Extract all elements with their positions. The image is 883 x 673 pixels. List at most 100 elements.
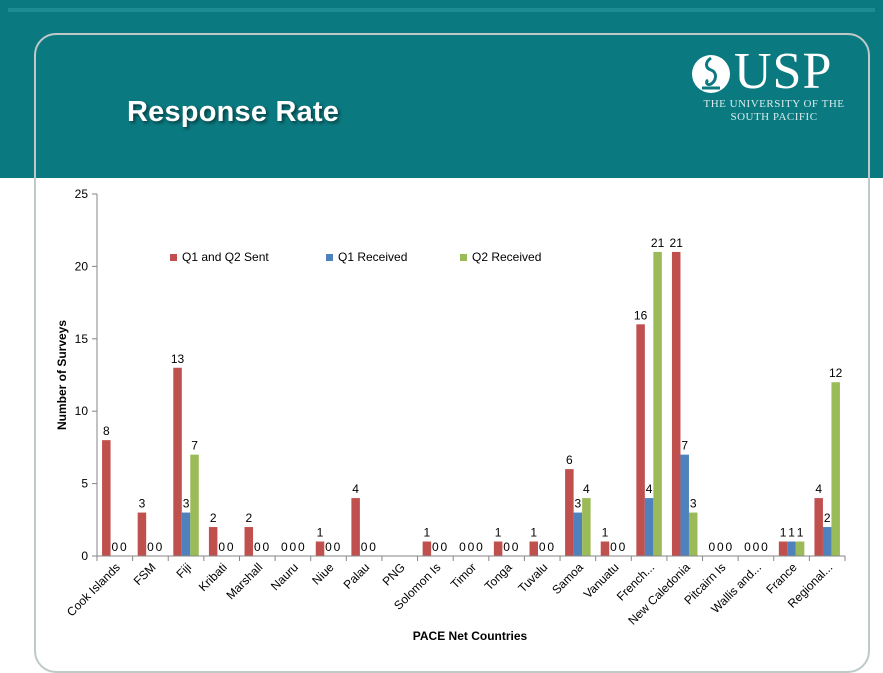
legend-swatch [460,254,467,261]
logo-wordmark: USP [734,43,833,100]
data-label: 0 [227,540,234,554]
usp-logo: USP THE UNIVERSITY OF THE SOUTH PACIFIC [688,43,858,128]
x-tick-label: Palau [341,560,373,592]
data-label: 2 [824,511,831,525]
bar [244,527,254,556]
data-label: 12 [829,366,843,380]
bar [688,512,698,556]
data-label: 0 [441,540,448,554]
bar [653,251,662,557]
data-label: 0 [744,540,751,554]
legend-swatch [326,254,333,261]
bar [778,541,788,556]
data-label: 0 [717,540,724,554]
x-tick-label: Nauru [268,560,301,593]
bar [422,541,432,556]
data-label: 0 [503,540,510,554]
legend-label: Q1 Received [338,250,407,264]
data-label: 0 [539,540,546,554]
data-label: 3 [690,497,697,511]
bar [787,541,796,556]
x-tick-label: FSM [131,560,159,588]
data-label: 0 [369,540,376,554]
y-tick-label: 20 [75,259,89,273]
data-label: 8 [103,424,110,438]
slide-title: Response Rate [127,96,340,128]
data-label: 0 [708,540,715,554]
bar [600,541,610,556]
bar [137,512,147,556]
data-label: 1 [797,526,804,540]
data-label: 4 [815,482,822,496]
y-tick-label: 25 [75,187,89,201]
data-label: 0 [298,540,305,554]
y-tick-label: 10 [75,404,89,418]
data-label: 0 [147,540,154,554]
legend-label: Q2 Received [472,250,541,264]
data-label: 6 [566,453,573,467]
x-tick-label: Timor [448,560,479,591]
data-label: 0 [512,540,519,554]
bar [190,454,199,556]
bar [831,382,840,556]
data-label: 0 [610,540,617,554]
data-label: 0 [753,540,760,554]
data-label: 2 [210,511,217,525]
data-label: 0 [290,540,297,554]
y-axis-title: Number of Surveys [55,320,69,430]
x-tick-label: New Caledonia [625,560,693,628]
x-tick-label: Niue [309,560,337,588]
y-tick-label: 5 [81,477,88,491]
data-label: 2 [245,511,252,525]
data-label: 3 [183,497,190,511]
x-axis-title: PACE Net Countries [413,629,528,643]
data-label: 1 [602,526,609,540]
bar [208,527,218,556]
x-tick-label: Tonga [482,560,515,593]
data-label: 1 [495,526,502,540]
x-tick-label: Cook Islands [64,560,123,619]
data-label: 7 [681,439,688,453]
data-label: 4 [352,482,359,496]
data-label: 13 [171,352,185,366]
x-tick-label: Tuvalu [515,560,550,595]
data-label: 16 [634,308,648,322]
bar [173,367,182,556]
bar [795,541,805,556]
data-label: 0 [281,540,288,554]
data-label: 21 [670,236,684,250]
bar [181,512,191,556]
logo-subtitle-line1: THE UNIVERSITY OF THE [703,98,845,110]
legend: Q1 and Q2 Sent Q1 Received Q2 Received [170,250,541,264]
data-label: 1 [424,526,431,540]
bar [582,498,591,556]
legend-label: Q1 and Q2 Sent [182,250,269,264]
bar [565,469,574,556]
bar [671,251,681,557]
bar [351,498,360,556]
data-label: 0 [432,540,439,554]
bar [102,440,111,556]
y-axis: 0 5 10 15 20 25 [75,187,98,563]
usp-emblem-icon [692,55,730,93]
bar [680,454,689,556]
bars [102,251,840,557]
x-tick-label: PNG [380,560,408,588]
data-label: 0 [547,540,554,554]
data-label: 21 [651,236,665,250]
data-label: 0 [218,540,225,554]
data-label: 1 [788,526,795,540]
bar [636,324,645,556]
bar [814,498,823,556]
data-label: 0 [459,540,466,554]
y-tick-label: 15 [75,332,89,346]
bar [822,527,832,556]
data-label: 0 [361,540,368,554]
logo-subtitle-line2: SOUTH PACIFIC [730,111,818,123]
data-label: 0 [619,540,626,554]
legend-swatch [170,254,177,261]
data-label: 4 [583,482,590,496]
bar [529,541,538,556]
